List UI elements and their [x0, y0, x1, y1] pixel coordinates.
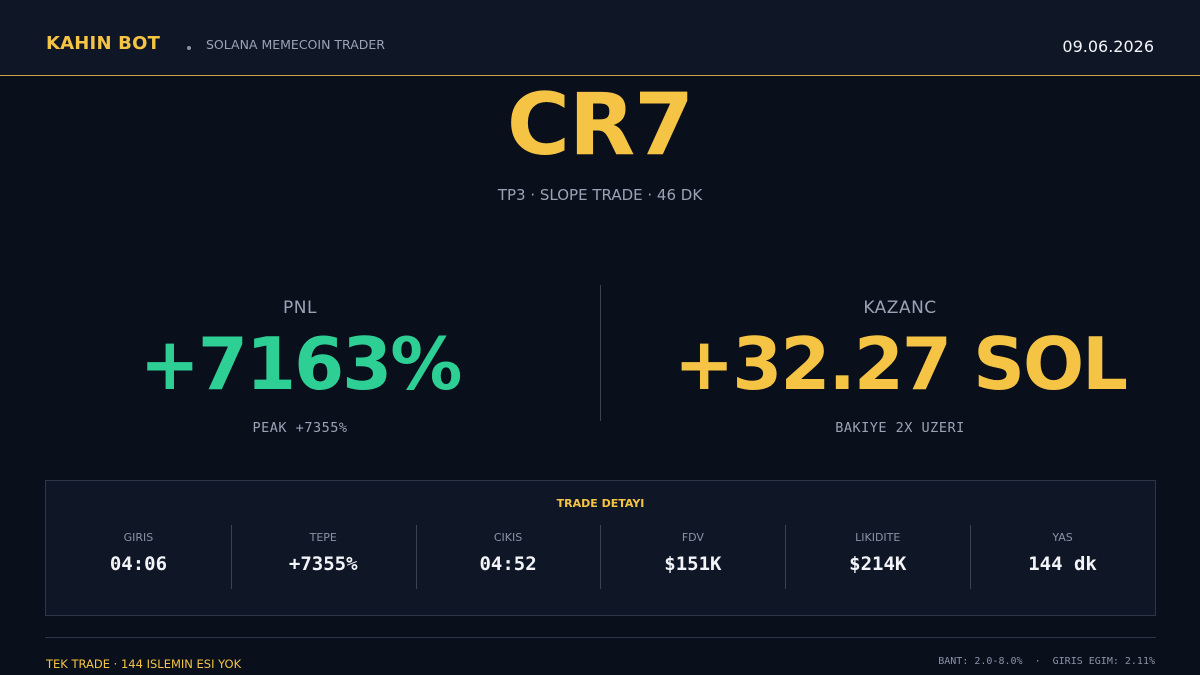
- pnl-metric: PNL +7163% PEAK +7355%: [100, 298, 500, 436]
- pnl-value: +7163%: [139, 322, 463, 406]
- pnl-label: PNL: [283, 298, 317, 318]
- kazanc-value: +32.27 SOL: [673, 322, 1128, 406]
- trade-detail-panel: TRADE DETAYI GIRIS 04:06 TEPE +7355% CIK…: [45, 480, 1156, 616]
- trade-detail-cells: GIRIS 04:06 TEPE +7355% CIKIS 04:52 FDV …: [46, 525, 1155, 589]
- detail-value: +7355%: [288, 553, 358, 575]
- detail-cell-giris: GIRIS 04:06: [46, 525, 231, 589]
- detail-label: FDV: [681, 531, 704, 544]
- kazanc-label: KAZANC: [863, 298, 937, 318]
- detail-value: 144 dk: [1028, 553, 1097, 575]
- metric-divider: [600, 285, 601, 421]
- footer-divider: [45, 637, 1156, 638]
- kazanc-note: BAKIYE 2X UZERI: [835, 420, 965, 436]
- brand-subtitle: SOLANA MEMECOIN TRADER: [206, 37, 385, 52]
- top-bar: KAHIN BOT SOLANA MEMECOIN TRADER 09.06.2…: [0, 0, 1200, 76]
- detail-cell-yas: YAS 144 dk: [970, 525, 1155, 589]
- trade-detail-title: TRADE DETAYI: [556, 497, 645, 510]
- kazanc-metric: KAZANC +32.27 SOL BAKIYE 2X UZERI: [640, 298, 1160, 436]
- detail-value: 04:52: [479, 553, 537, 575]
- pnl-peak-note: PEAK +7355%: [252, 420, 348, 436]
- header-date: 09.06.2026: [1062, 37, 1154, 56]
- detail-value: $151K: [664, 553, 722, 575]
- detail-cell-cikis: CIKIS 04:52: [415, 525, 601, 589]
- detail-label: GIRIS: [123, 531, 154, 544]
- token-meta: TP3 · SLOPE TRADE · 46 DK: [497, 186, 703, 204]
- footer-stats: BANT: 2.0-8.0% · GIRIS EGIM: 2.11%: [938, 656, 1155, 667]
- token-name: CR7: [506, 75, 694, 175]
- detail-cell-fdv: FDV $151K: [600, 525, 785, 589]
- detail-label: TEPE: [309, 531, 337, 544]
- detail-label: LIKIDITE: [855, 531, 901, 544]
- detail-cell-likidite: LIKIDITE $214K: [785, 525, 970, 589]
- detail-value: 04:06: [109, 553, 168, 575]
- footer-tagline: TEK TRADE · 144 ISLEMIN ESI YOK: [46, 657, 242, 671]
- separator-dot-icon: [187, 46, 191, 50]
- brand-logo-text: KAHIN BOT: [46, 33, 161, 54]
- detail-value: $214K: [849, 553, 907, 575]
- detail-cell-tepe: TEPE +7355%: [230, 525, 416, 589]
- detail-label: CIKIS: [493, 531, 523, 544]
- detail-label: YAS: [1052, 531, 1073, 544]
